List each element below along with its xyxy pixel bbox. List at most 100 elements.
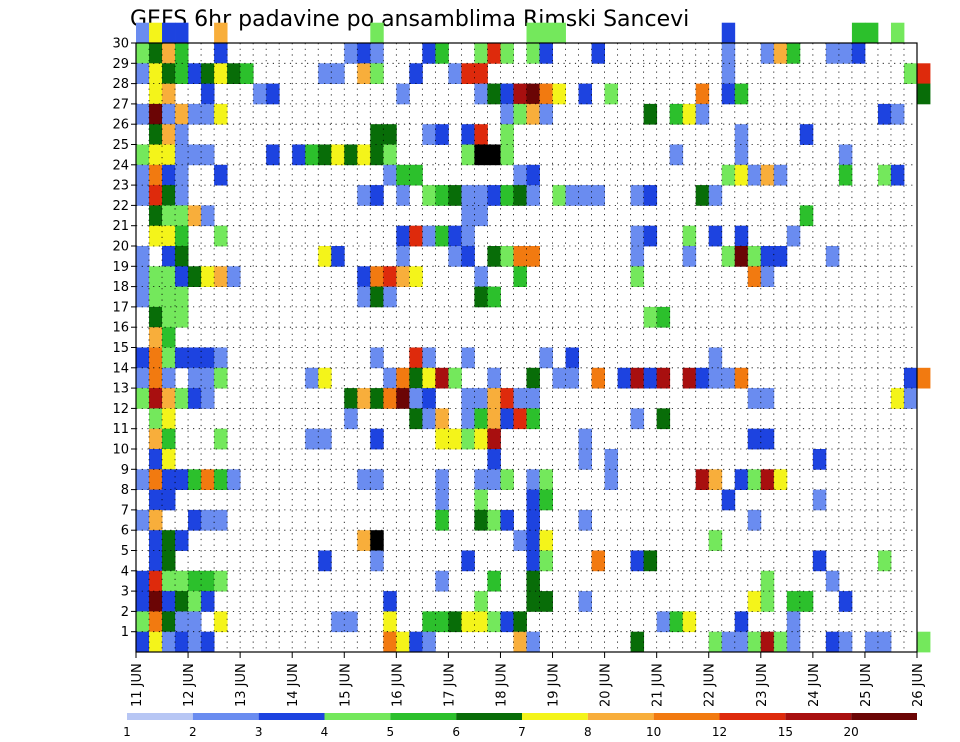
- heatmap-cell: [513, 388, 527, 409]
- heatmap-cell: [773, 631, 788, 653]
- heatmap-cell: [747, 388, 762, 409]
- heatmap-cell: [604, 83, 619, 105]
- y-tick-label: 13: [112, 382, 129, 397]
- heatmap-cell: [357, 286, 371, 308]
- heatmap-cell: [838, 164, 853, 186]
- heatmap-cell: [917, 367, 931, 389]
- heatmap-cell: [162, 83, 176, 105]
- heatmap-cell: [877, 550, 892, 572]
- heatmap-cell: [487, 83, 501, 105]
- heatmap-cell: [344, 43, 358, 64]
- heatmap-cell: [396, 246, 410, 267]
- heatmap-cell: [747, 631, 762, 653]
- x-tick-label: 11 JUN: [130, 663, 145, 707]
- heatmap-cell: [422, 388, 436, 409]
- heatmap-cell: [201, 591, 215, 612]
- heatmap-cell: [656, 611, 671, 633]
- heatmap-cell: [539, 550, 553, 572]
- x-tick-label: 19 JUN: [547, 663, 562, 707]
- heatmap-cell: [799, 591, 814, 612]
- heatmap-cell: [500, 43, 514, 64]
- heatmap-cell: [201, 509, 215, 531]
- heatmap-cell: [214, 164, 228, 186]
- heatmap-cell: [526, 408, 540, 430]
- heatmap-cell: [474, 144, 488, 166]
- heatmap-cell: [786, 225, 801, 247]
- heatmap-cell: [136, 611, 150, 633]
- heatmap-cell: [175, 266, 189, 287]
- heatmap-cell: [149, 408, 163, 430]
- heatmap-cell: [149, 347, 163, 369]
- heatmap-cell: [422, 408, 436, 430]
- heatmap-cell: [643, 225, 658, 247]
- heatmap-cell: [396, 367, 410, 389]
- heatmap-cell: [877, 103, 892, 125]
- heatmap-cell: [760, 631, 775, 653]
- heatmap-cell: [513, 266, 527, 287]
- y-tick-label: 23: [112, 179, 129, 194]
- heatmap-cell: [136, 347, 150, 369]
- colorbar-label: 20: [844, 725, 859, 739]
- heatmap-cell: [747, 246, 762, 267]
- heatmap-cell: [773, 246, 788, 267]
- heatmap-cell: [162, 530, 176, 551]
- heatmap-cell: [734, 225, 749, 247]
- heatmap-cell: [136, 286, 150, 308]
- heatmap-cell: [162, 550, 176, 572]
- heatmap-cell: [487, 611, 501, 633]
- heatmap-cell: [409, 347, 423, 369]
- heatmap-cell: [357, 266, 371, 287]
- heatmap-cell: [357, 388, 371, 409]
- heatmap-cell: [643, 367, 658, 389]
- y-tick-label: 3: [121, 585, 129, 600]
- heatmap-cell: [305, 367, 319, 389]
- heatmap-cell: [357, 144, 371, 166]
- heatmap-cell: [747, 164, 762, 186]
- heatmap-cell: [175, 164, 189, 186]
- heatmap-cell: [695, 469, 710, 490]
- y-tick-label: 26: [112, 118, 129, 133]
- heatmap-cell: [383, 266, 397, 287]
- heatmap-cell: [136, 144, 150, 166]
- heatmap-cell: [201, 388, 215, 409]
- heatmap-cell: [305, 428, 319, 450]
- heatmap-cell: [812, 489, 827, 511]
- heatmap-cell: [422, 611, 436, 633]
- heatmap-cell: [370, 550, 384, 572]
- heatmap-cell: [162, 327, 176, 348]
- heatmap-cell: [513, 530, 527, 551]
- colorbar-swatch: [719, 713, 786, 720]
- heatmap-cell: [539, 591, 553, 612]
- heatmap-cell: [734, 469, 749, 490]
- heatmap-cell: [708, 347, 723, 369]
- heatmap-cell: [422, 43, 436, 64]
- heatmap-cell: [682, 103, 697, 125]
- heatmap-cell: [175, 306, 189, 328]
- heatmap-cell: [266, 83, 280, 105]
- heatmap-cell: [643, 306, 658, 328]
- heatmap-cell: [175, 205, 189, 227]
- heatmap-cell: [383, 286, 397, 308]
- colorbar-label: 10: [646, 725, 661, 739]
- colorbar-swatch: [192, 713, 259, 720]
- y-tick-label: 5: [121, 544, 129, 559]
- heatmap-cell: [201, 63, 215, 84]
- y-tick-label: 30: [112, 37, 129, 52]
- heatmap-cell: [500, 83, 514, 105]
- y-tick-label: 12: [112, 402, 129, 417]
- heatmap-cell: [162, 246, 176, 267]
- heatmap-cell: [214, 43, 228, 64]
- heatmap-cell: [331, 246, 345, 267]
- heatmap-cell: [188, 631, 202, 653]
- heatmap-cell: [682, 611, 697, 633]
- colorbar-swatch: [127, 713, 193, 720]
- heatmap-cell: [539, 22, 553, 44]
- heatmap-cell: [370, 469, 384, 490]
- heatmap-cell: [526, 631, 540, 653]
- heatmap-cell: [565, 347, 579, 369]
- heatmap-cell: [708, 225, 723, 247]
- heatmap-cell: [695, 103, 710, 125]
- heatmap-cell: [201, 83, 215, 105]
- heatmap-cell: [175, 124, 189, 145]
